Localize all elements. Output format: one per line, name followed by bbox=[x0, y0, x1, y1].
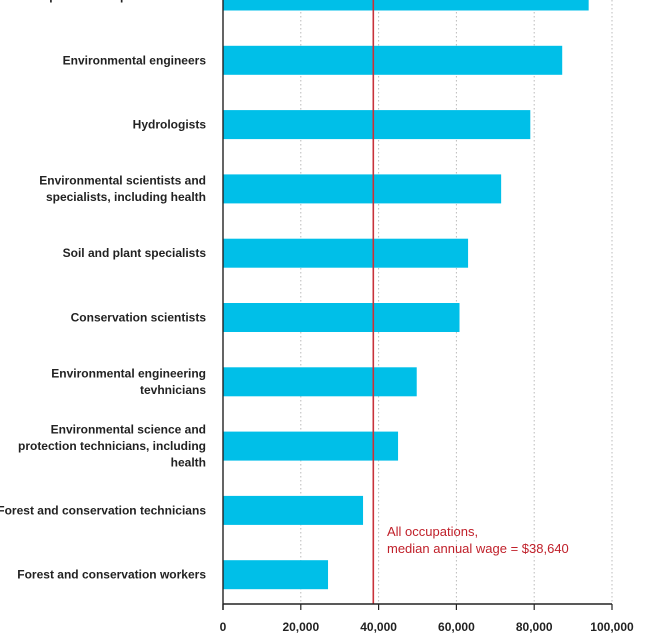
category-label-5: Soil and plant specialists bbox=[63, 246, 207, 260]
x-tick-label-1: 20,000 bbox=[282, 620, 319, 634]
x-tick-label-5: 100,000 bbox=[590, 620, 634, 634]
bar-6 bbox=[223, 303, 460, 332]
x-tick-label-0: 0 bbox=[220, 620, 227, 634]
x-tick-label-4: 80,000 bbox=[516, 620, 553, 634]
bar-10 bbox=[223, 560, 329, 590]
category-label-10: Forest and conservation workers bbox=[17, 568, 206, 582]
x-tick-label-2: 40,000 bbox=[360, 620, 397, 634]
category-label-2: Environmental engineers bbox=[63, 53, 207, 67]
category-label-6: Conservation scientists bbox=[71, 311, 207, 325]
bar-9 bbox=[223, 495, 364, 525]
category-label-3: Hydrologists bbox=[133, 118, 207, 132]
category-label-1: Atmospheric and space scientists bbox=[12, 0, 206, 3]
bar-8 bbox=[223, 431, 399, 461]
bar-3 bbox=[223, 110, 531, 140]
category-label-7: Environmental engineering tevhnicians bbox=[51, 367, 206, 398]
bar-2 bbox=[223, 45, 563, 75]
median-annotation: All occupations, median annual wage = $38… bbox=[387, 524, 569, 556]
bar-7 bbox=[223, 367, 417, 397]
x-tick-label-3: 60,000 bbox=[438, 620, 475, 634]
bar-1 bbox=[223, 0, 589, 11]
bar-5 bbox=[223, 238, 469, 268]
category-label-9: Forest and conservation technicians bbox=[0, 503, 206, 517]
bar-4 bbox=[223, 174, 502, 204]
category-label-4: Environmental scientists and specialists,… bbox=[39, 174, 206, 205]
category-label-8: Environmental science and protection tech… bbox=[18, 423, 206, 470]
